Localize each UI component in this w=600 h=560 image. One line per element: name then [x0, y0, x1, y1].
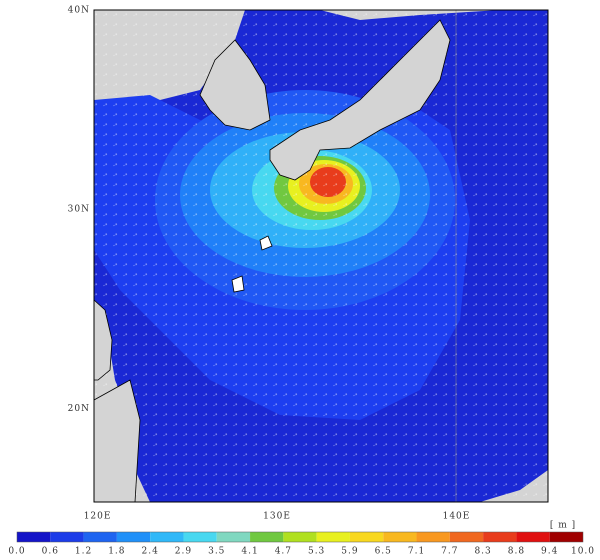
islands: [231, 235, 273, 293]
colorbar-tick-label: 8.3: [474, 547, 491, 557]
colorbar-tick-label: 4.7: [275, 547, 292, 557]
colorbar-segment: [283, 532, 317, 542]
colorbar-tick-label: 9.4: [541, 547, 558, 557]
colorbar-segment: [50, 532, 84, 542]
colorbar-tick-label: 3.5: [208, 547, 225, 557]
colorbar-tick-label: 0.0: [8, 547, 25, 557]
colorbar-segment: [449, 532, 484, 542]
lat-label: 30N: [68, 205, 90, 215]
colorbar-tick-label: 8.8: [508, 547, 525, 557]
axis-labels: 40N 30N 20N 120E 130E 140E: [68, 6, 471, 522]
land-korea: [199, 39, 271, 131]
colorbar-frame: [16, 531, 584, 543]
map-frame: [93, 9, 549, 503]
colorbar-segment: [250, 532, 284, 542]
colorbar-segment: [549, 532, 583, 542]
colorbar-tick-label: 5.9: [341, 547, 358, 557]
colorbar-tick-label: 4.1: [241, 547, 258, 557]
land-philippines: [94, 379, 141, 502]
lon-label: 120E: [84, 512, 112, 522]
colorbar-tick-label: 1.8: [108, 547, 125, 557]
colorbar-tick-label: 2.4: [142, 547, 159, 557]
colorbar-tick-label: 6.5: [375, 547, 392, 557]
lon-label: 140E: [443, 512, 471, 522]
colorbar-segment: [416, 532, 450, 542]
colorbar-tick-label: 1.2: [75, 547, 92, 557]
colorbar-tick-label: 5.3: [308, 547, 325, 557]
colorbar-tick-label: 2.9: [175, 547, 192, 557]
colorbar-tick-label: 0.6: [42, 547, 59, 557]
colorbar-segment: [116, 532, 151, 542]
colorbar-segment: [349, 532, 384, 542]
colorbar-segment: [17, 532, 51, 542]
colorbar-segment: [516, 532, 550, 542]
colorbar-segment: [183, 532, 217, 542]
colorbar-tick-label: 10.0: [571, 547, 595, 557]
land-japan: [269, 19, 451, 181]
colorbar-tick-label: 7.1: [408, 547, 425, 557]
colorbar-segment: [316, 532, 350, 542]
colorbar-unit: [ m ]: [550, 521, 576, 531]
colorbar-segment: [483, 532, 517, 542]
colorbar: [ m ] 0.0 0.6 1.2 1.8 2.4 2.9 3.5 4.1 4.7 5.3 5.9 6…: [8, 521, 595, 557]
vector-field: [94, 10, 548, 502]
colorbar-segment: [216, 532, 251, 542]
colorbar-segment: [383, 532, 417, 542]
lat-label: 40N: [68, 6, 90, 16]
colorbar-tick-label: 7.7: [441, 547, 458, 557]
colorbar-segment: [83, 532, 117, 542]
land-taiwan: [94, 299, 113, 381]
lat-label: 20N: [68, 404, 90, 414]
colorbar-segment: [150, 532, 184, 542]
lon-label: 130E: [263, 512, 291, 522]
map-area: [94, 10, 548, 502]
